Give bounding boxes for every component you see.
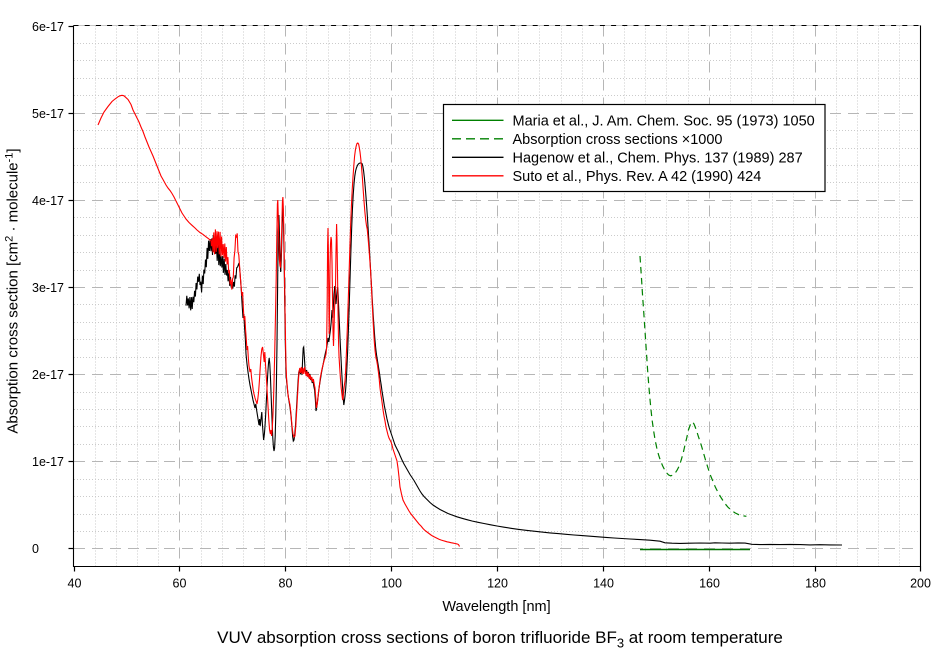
svg-text:VUV absorption cross sections: VUV absorption cross sections of boron t… <box>217 628 783 651</box>
svg-text:4e-17: 4e-17 <box>32 194 64 208</box>
svg-text:Hagenow et al., Chem. Phys. 13: Hagenow et al., Chem. Phys. 137 (1989) 2… <box>513 150 803 166</box>
svg-text:1e-17: 1e-17 <box>32 455 64 469</box>
svg-text:80: 80 <box>279 577 293 591</box>
svg-text:Wavelength [nm]: Wavelength [nm] <box>442 599 550 615</box>
svg-text:120: 120 <box>487 577 508 591</box>
svg-text:40: 40 <box>68 577 82 591</box>
svg-text:3e-17: 3e-17 <box>32 281 64 295</box>
svg-text:140: 140 <box>593 577 614 591</box>
svg-text:2e-17: 2e-17 <box>32 368 64 382</box>
svg-text:160: 160 <box>699 577 720 591</box>
svg-text:6e-17: 6e-17 <box>32 20 64 34</box>
svg-text:180: 180 <box>805 577 826 591</box>
svg-text:100: 100 <box>381 577 402 591</box>
svg-text:Absorption cross section [cm2: Absorption cross section [cm2 · molecule… <box>4 148 22 433</box>
svg-text:Maria et al., J. Am. Chem. Soc: Maria et al., J. Am. Chem. Soc. 95 (1973… <box>513 113 815 129</box>
svg-text:5e-17: 5e-17 <box>32 107 64 121</box>
svg-text:Absorption cross sections ×100: Absorption cross sections ×1000 <box>513 132 723 148</box>
svg-text:60: 60 <box>173 577 187 591</box>
svg-text:0: 0 <box>32 542 39 556</box>
svg-text:200: 200 <box>910 577 931 591</box>
svg-text:Suto et al., Phys. Rev. A 42 (: Suto et al., Phys. Rev. A 42 (1990) 424 <box>513 169 762 185</box>
